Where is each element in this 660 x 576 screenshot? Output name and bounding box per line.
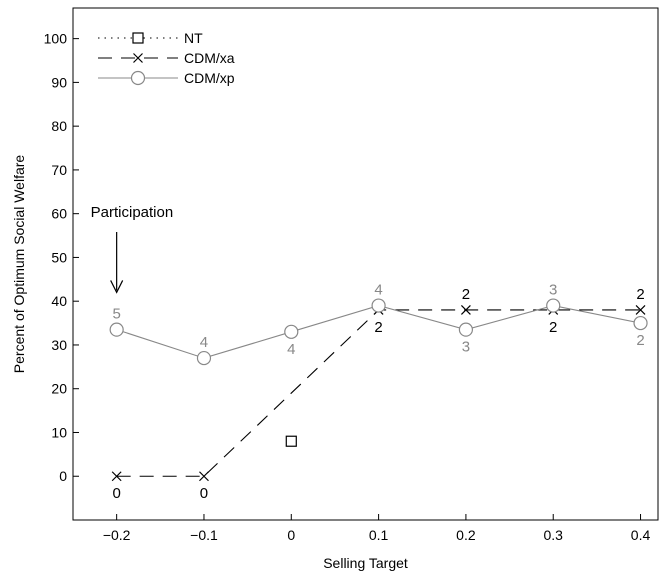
point-label: 3 <box>549 282 557 299</box>
y-tick-label: 0 <box>59 468 67 484</box>
point-labels: 0 0 2 2 2 2 5 4 4 4 3 3 2 <box>112 282 644 503</box>
y-tick-label: 30 <box>51 337 67 353</box>
x-tick-label: 0.3 <box>543 527 563 543</box>
point-label: 2 <box>462 286 470 303</box>
legend-entry: NT <box>98 30 203 46</box>
point-label: 4 <box>200 334 208 351</box>
y-tick-label: 20 <box>51 381 67 397</box>
marker-circle <box>109 322 124 337</box>
marker-x <box>111 471 122 482</box>
x-tick-label: 0.1 <box>369 527 389 543</box>
marker-circle <box>458 322 474 337</box>
point-label: 3 <box>462 339 470 356</box>
series-cdm-xp <box>109 298 648 366</box>
x-tick-label: −0.2 <box>103 527 131 543</box>
marker-circle <box>371 298 386 313</box>
x-axis-label: Selling Target <box>323 555 408 571</box>
point-label: 2 <box>374 319 382 336</box>
legend-label: CDM/xa <box>184 50 235 66</box>
series-layer <box>109 298 648 482</box>
x-tick-label: −0.1 <box>190 527 218 543</box>
x-tick-label: 0 <box>287 527 295 543</box>
legend-label: CDM/xp <box>184 70 235 86</box>
x-tick-label: 0.2 <box>456 527 476 543</box>
marker-circle <box>633 315 648 331</box>
legend-entry: CDM/xp <box>98 70 235 86</box>
series-line <box>116 309 641 477</box>
marker-x <box>460 305 471 315</box>
point-label: 4 <box>287 341 295 358</box>
point-label: 5 <box>112 306 120 323</box>
legend: NT CDM/xa CDM/xp <box>98 30 235 86</box>
point-label: 2 <box>636 332 644 349</box>
marker-square <box>132 32 144 44</box>
y-tick-label: 70 <box>51 162 67 178</box>
marker-x <box>133 53 143 63</box>
y-tick-label: 100 <box>44 31 68 47</box>
point-label: 0 <box>112 485 120 502</box>
y-tick-label: 50 <box>51 249 67 265</box>
y-tick-label: 80 <box>51 118 67 134</box>
annotations: Participation <box>91 204 174 294</box>
marker-circle <box>130 70 146 86</box>
y-tick-label: 60 <box>51 206 67 222</box>
y-tick-label: 90 <box>51 74 67 90</box>
plot-frame <box>72 7 659 521</box>
marker-circle <box>196 350 212 366</box>
legend-entry: CDM/xa <box>98 50 235 66</box>
point-label: 2 <box>636 286 644 303</box>
annotation-participation: Participation <box>91 204 174 221</box>
series-nt <box>285 435 297 447</box>
y-tick-label: 40 <box>51 293 67 309</box>
marker-x <box>199 471 209 482</box>
x-tick-label: 0.4 <box>631 527 651 543</box>
marker-circle <box>284 324 299 339</box>
point-label: 4 <box>374 282 382 299</box>
y-tick-label: 10 <box>51 424 67 440</box>
point-label: 2 <box>549 319 557 336</box>
marker-x <box>635 305 646 315</box>
y-axis-label: Percent of Optimum Social Welfare <box>11 155 27 374</box>
point-label: 0 <box>200 485 208 502</box>
marker-circle <box>546 298 561 313</box>
marker-square <box>285 435 297 447</box>
legend-label: NT <box>184 30 203 46</box>
arrow-head <box>110 280 124 294</box>
